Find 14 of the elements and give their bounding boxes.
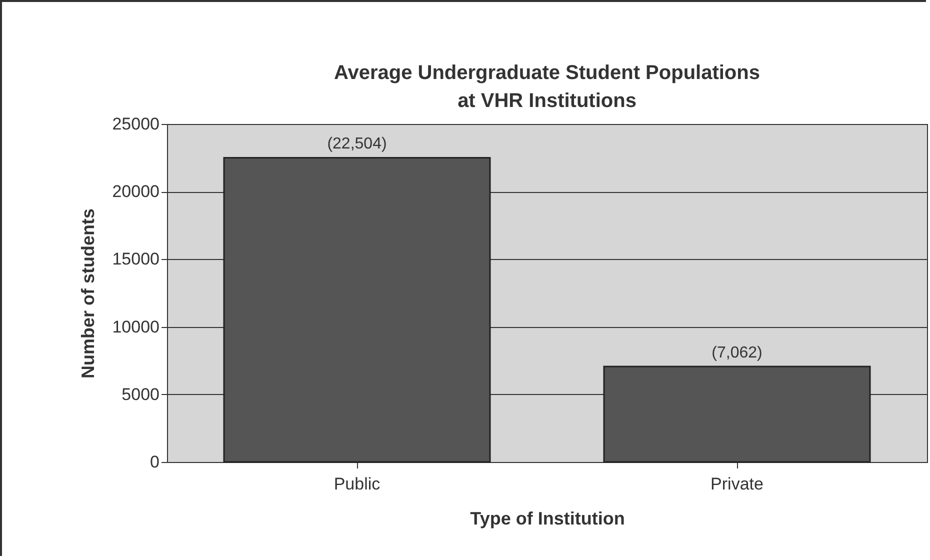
- text: at VHR Institutions: [458, 90, 636, 112]
- y-axis-title: Number of students: [78, 208, 98, 379]
- y-tick-label: 10000: [112, 317, 160, 336]
- y-tick-label: 0: [150, 452, 160, 472]
- data-label: (22,504): [327, 136, 387, 153]
- x-axis-title: Type of Institution: [470, 508, 625, 528]
- x-tick-label: Private: [710, 474, 764, 494]
- y-tick-label: 20000: [112, 182, 160, 202]
- y-tick-label: 15000: [112, 250, 160, 269]
- y-tick-label: 25000: [112, 114, 160, 134]
- x-tick-label: Public: [334, 474, 381, 494]
- text: Average Undergraduate Student Populations: [334, 62, 760, 84]
- y-tick-label: 5000: [122, 384, 160, 404]
- data-label: (7,062): [712, 344, 762, 362]
